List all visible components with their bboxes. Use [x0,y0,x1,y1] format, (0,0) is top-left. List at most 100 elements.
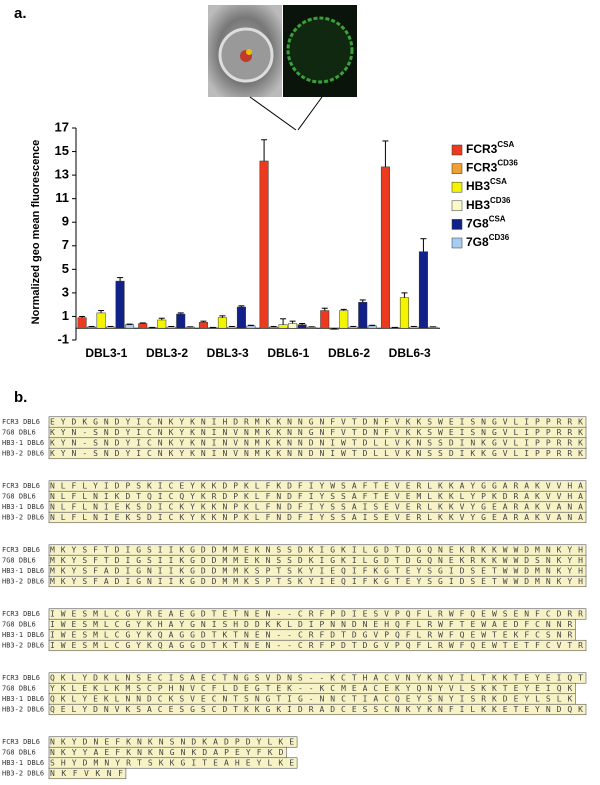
micrograph [208,5,357,97]
error-bar [159,318,165,320]
x-tick-label: DBL6-2 [328,346,370,360]
sequence-label: HB3-1 DBL6 [2,695,44,703]
error-bar [98,311,104,313]
bar [359,302,368,328]
legend-label: 7G8CSA [466,215,506,231]
bar [340,311,349,329]
sequence-label: FCR3 DBL6 [2,482,40,490]
legend-label: FCR3CSA [466,140,514,156]
error-bar [360,300,366,302]
bar [237,307,246,328]
legend-sup: CD36 [490,196,511,205]
sequence-label: 7G8 DBL6 [2,685,36,693]
y-tick-label: 9 [62,214,69,229]
sequence-label: HB3-1 DBL6 [2,503,44,511]
y-tick-label: 3 [62,284,69,299]
sequence-label: HB3-1 DBL6 [2,567,44,575]
bar [260,161,269,328]
sequence-label: FCR3 DBL6 [2,610,40,618]
callout-line [298,97,322,130]
bar [87,327,96,328]
legend-swatch [452,164,462,174]
sequence: QKLYEKLNNDCKSVECNTSNGTIG-NNCTIACQEYSNYIS… [50,695,572,704]
sequence-label: HB3-2 DBL6 [2,514,44,522]
y-axis-label: Normalized geo mean fluorescence [30,140,42,325]
bar [158,320,167,328]
bar [288,324,297,329]
sequence-label: 7G8 DBL6 [2,429,36,437]
error-bar [280,319,286,325]
y-tick-label: 7 [62,237,69,252]
sequence: NKYDNEFKNKNSNDKADPDYLKE [50,738,294,747]
bar [368,326,377,328]
error-bar [382,141,388,167]
error-bar [117,278,123,282]
sequence: SHYDMNYRTSKKGITEAHEYLKE [50,759,294,768]
x-tick-label: DBL3-2 [146,346,188,360]
bar [410,327,419,328]
panel-label: b. [14,389,27,406]
sequence-label: 7G8 DBL6 [2,621,36,629]
bar [400,298,409,329]
sequence-label: HB3-2 DBL6 [2,578,44,586]
bar [116,281,125,328]
legend-sup: CSA [489,215,506,224]
legend-label: FCR3CD36 [466,159,518,175]
legend-label: HB3CD36 [466,196,511,212]
y-tick-label: 1 [62,308,69,323]
y-tick-label: -1 [57,331,69,346]
sequence-label: 7G8 DBL6 [2,749,36,757]
legend-name: HB3 [466,179,490,193]
error-bar [261,140,267,161]
y-tick-label: 15 [55,143,69,158]
legend-sup: CD36 [497,159,518,168]
legend-sup: CSA [497,140,514,149]
sequence-label: HB3-1 DBL6 [2,759,44,767]
x-tick-label: DBL3-1 [85,346,127,360]
sequence-label: HB3-2 DBL6 [2,706,44,714]
sequence: YKLEKLKMSCPHNVCFLDEGTEK--KCMEACEKYQNYVLS… [50,684,572,693]
legend-sup: CSA [490,177,507,186]
error-bar [401,293,407,298]
bar [106,327,115,328]
sequence: IWESMLCGYKHAYGNISHDDKKLDIPNNDNEHQFLRWFTE… [50,620,572,629]
y-tick-label: 5 [62,261,69,276]
legend-sup: CD36 [489,233,510,242]
legend-name: 7G8 [466,235,489,249]
bar [247,326,256,328]
legend-label: 7G8CD36 [466,233,510,249]
sequence-label: FCR3 DBL6 [2,546,40,554]
bar [419,252,428,329]
bar [298,325,307,329]
legend-name: FCR3 [466,161,498,175]
legend-swatch [452,238,462,248]
panel-label: a. [14,5,27,22]
bar [177,314,186,328]
x-tick-label: DBL3-3 [207,346,249,360]
bar [199,322,208,328]
sequence-label: HB3-2 DBL6 [2,642,44,650]
bar [381,167,390,328]
bar [279,325,288,329]
bar [321,311,330,329]
y-tick-label: 17 [55,119,69,134]
sequence-label: HB3-1 DBL6 [2,631,44,639]
legend-name: HB3 [466,198,490,212]
sequence-label: FCR3 DBL6 [2,674,40,682]
sequence-label: HB3-2 DBL6 [2,770,44,778]
legend-swatch [452,182,462,192]
legend-name: FCR3 [466,142,498,156]
bar [125,325,134,329]
bar [218,318,227,329]
legend-swatch [452,201,462,211]
sequence-label: FCR3 DBL6 [2,738,40,746]
sequence-label: HB3-1 DBL6 [2,439,44,447]
error-bar [219,316,225,318]
callout-line [250,97,296,130]
error-bar [290,321,296,323]
x-tick-label: DBL6-1 [267,346,309,360]
legend-name: 7G8 [466,217,489,231]
sequence-label: 7G8 DBL6 [2,493,36,501]
legend-swatch [452,219,462,229]
